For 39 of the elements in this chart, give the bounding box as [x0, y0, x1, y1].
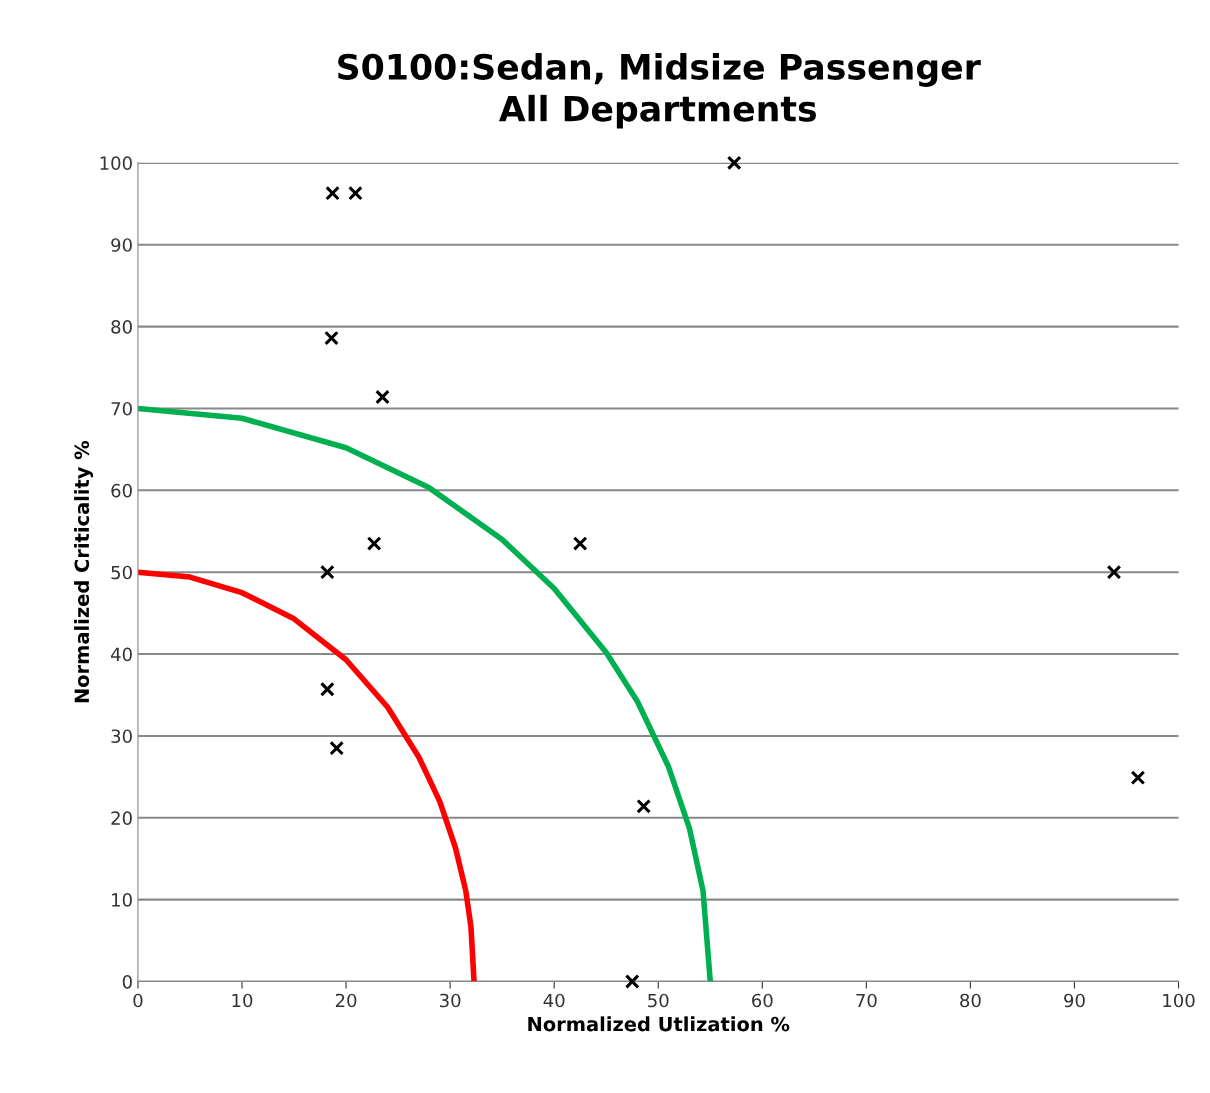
y-tick-label: 90	[111, 238, 132, 252]
point	[329, 740, 345, 756]
x-tick-label: 90	[1064, 993, 1085, 1008]
point	[375, 389, 390, 405]
x-tick-label: 80	[960, 993, 981, 1008]
point	[319, 564, 335, 580]
point	[366, 536, 382, 551]
x-tick-label: 100	[1163, 993, 1195, 1008]
y-tick-label: 50	[111, 565, 132, 580]
point	[348, 185, 363, 201]
x-tick-label: 0	[133, 993, 143, 1008]
y-tick-label: 20	[111, 811, 132, 825]
y-axis-title: Normalized Criticality %	[74, 440, 94, 703]
y-tick-label: 60	[111, 483, 132, 498]
y-tick-label: 80	[111, 320, 132, 334]
y-tick-label: 100	[100, 156, 132, 170]
point	[324, 330, 339, 346]
y-tick-label: 30	[111, 729, 132, 744]
point	[624, 974, 640, 989]
x-tick-label: 10	[232, 993, 253, 1008]
y-tick-label: 10	[112, 893, 132, 907]
x-tick-label: 60	[752, 993, 773, 1008]
point	[319, 681, 335, 697]
point	[572, 536, 588, 551]
point	[1106, 564, 1122, 580]
point	[726, 155, 742, 171]
x-tick-label: 70	[856, 993, 877, 1008]
point	[325, 185, 340, 201]
x-axis-title: Normalized Utlization %	[528, 1016, 790, 1032]
y-tick-label: 0	[122, 974, 132, 989]
x-tick-label: 20	[335, 993, 357, 1008]
y-tick-label: 70	[111, 401, 132, 416]
chart-title: S0100:Sedan, Midsize Passenger All Departments	[338, 53, 981, 129]
x-tick-label: 40	[543, 993, 565, 1008]
y-tick-label: 40	[110, 647, 132, 662]
point	[636, 798, 652, 814]
x-tick-label: 30	[440, 993, 461, 1008]
point	[1130, 770, 1146, 786]
x-tick-label: 50	[648, 993, 669, 1008]
